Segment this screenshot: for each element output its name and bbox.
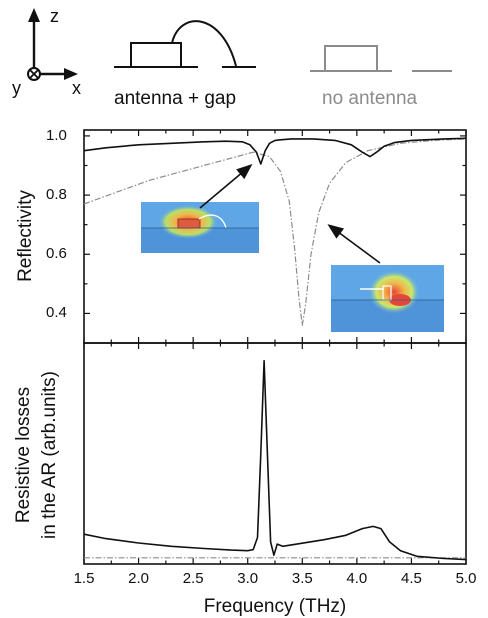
x-tick-label: 1.5 bbox=[73, 570, 95, 587]
losses-axis-label-line1: Resistive losses bbox=[13, 386, 34, 524]
y-tick-label: 0.6 bbox=[46, 245, 67, 263]
losses-plot-area bbox=[83, 342, 467, 565]
axis-y-label: y bbox=[12, 78, 21, 98]
y-tick-label: 1.0 bbox=[46, 126, 67, 144]
x-tick-label: 3.0 bbox=[237, 570, 259, 587]
x-tick-label: 3.5 bbox=[291, 570, 313, 587]
field-map-inset-no-antenna bbox=[331, 265, 444, 332]
no-antenna-label: no antenna bbox=[322, 88, 418, 109]
coordinate-axes-icon bbox=[27, 8, 78, 81]
x-tick-label: 4.0 bbox=[346, 570, 368, 587]
losses-antenna-gap-line bbox=[83, 359, 467, 561]
losses-axis-label-line2: in the AR (arb.units) bbox=[39, 371, 60, 539]
y-tick-label: 0.4 bbox=[46, 304, 67, 322]
y-tick-label: 0.8 bbox=[46, 186, 67, 204]
antenna-gap-label: antenna + gap bbox=[114, 88, 237, 109]
axis-z-label: z bbox=[50, 6, 59, 26]
x-tick-label: 4.5 bbox=[400, 570, 422, 587]
inset-pointer-arrow-no-antenna bbox=[327, 224, 381, 264]
antenna-gap-schematic-icon bbox=[114, 20, 256, 68]
inset-pointer-arrow-antenna bbox=[199, 163, 253, 209]
x-tick-label: 2.5 bbox=[182, 570, 204, 587]
x-tick-label: 2.0 bbox=[128, 570, 149, 587]
field-map-inset-antenna bbox=[141, 202, 259, 253]
axis-x-label: x bbox=[72, 78, 81, 98]
reflectivity-antenna-gap-line bbox=[83, 137, 467, 165]
reflectivity-no-antenna-line bbox=[83, 138, 467, 326]
reflectivity-axis-label: Reflectivity bbox=[15, 190, 36, 282]
frequency-axis-label: Frequency (THz) bbox=[203, 596, 347, 617]
x-tick-label: 5.0 bbox=[455, 570, 477, 587]
no-antenna-schematic-icon bbox=[310, 45, 452, 72]
